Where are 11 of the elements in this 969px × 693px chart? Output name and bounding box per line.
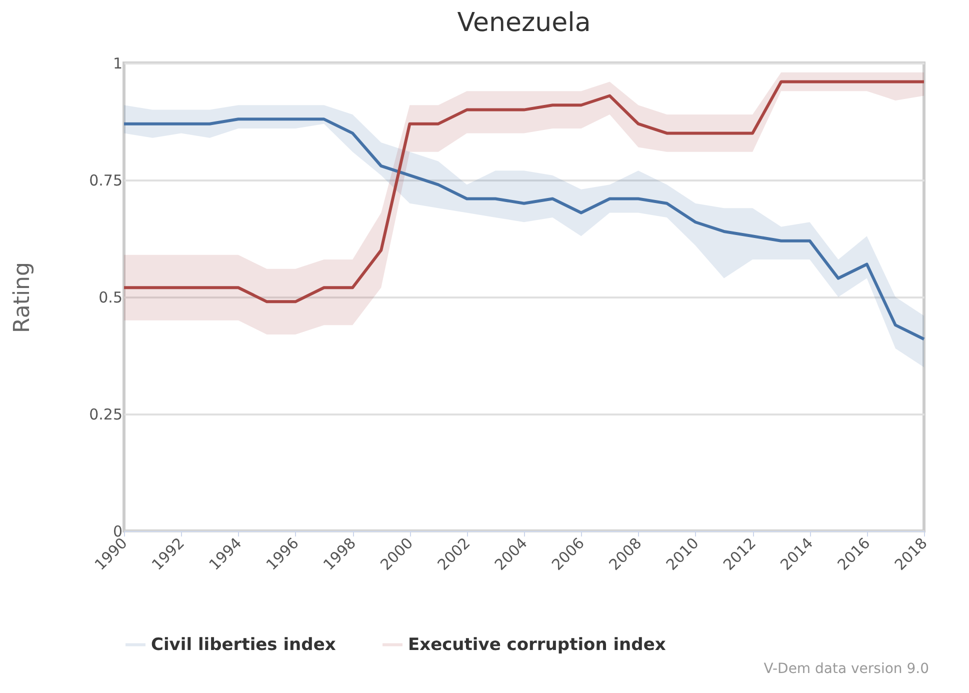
y-tick-label: 0.25: [89, 406, 122, 424]
legend-label: Executive corruption index: [408, 634, 666, 655]
y-axis-title: Rating: [10, 262, 36, 333]
text: V-Dem data version 9.0: [764, 661, 929, 677]
line-series: [122, 80, 926, 304]
y-tick-label: 0.75: [89, 172, 122, 190]
line-series: [122, 118, 926, 341]
y-tick-label: 1: [112, 54, 122, 72]
y-tick-label: 0.5: [98, 288, 122, 306]
legend-label: Civil liberties index: [151, 634, 336, 655]
chart-title: Venezuela: [457, 8, 591, 38]
